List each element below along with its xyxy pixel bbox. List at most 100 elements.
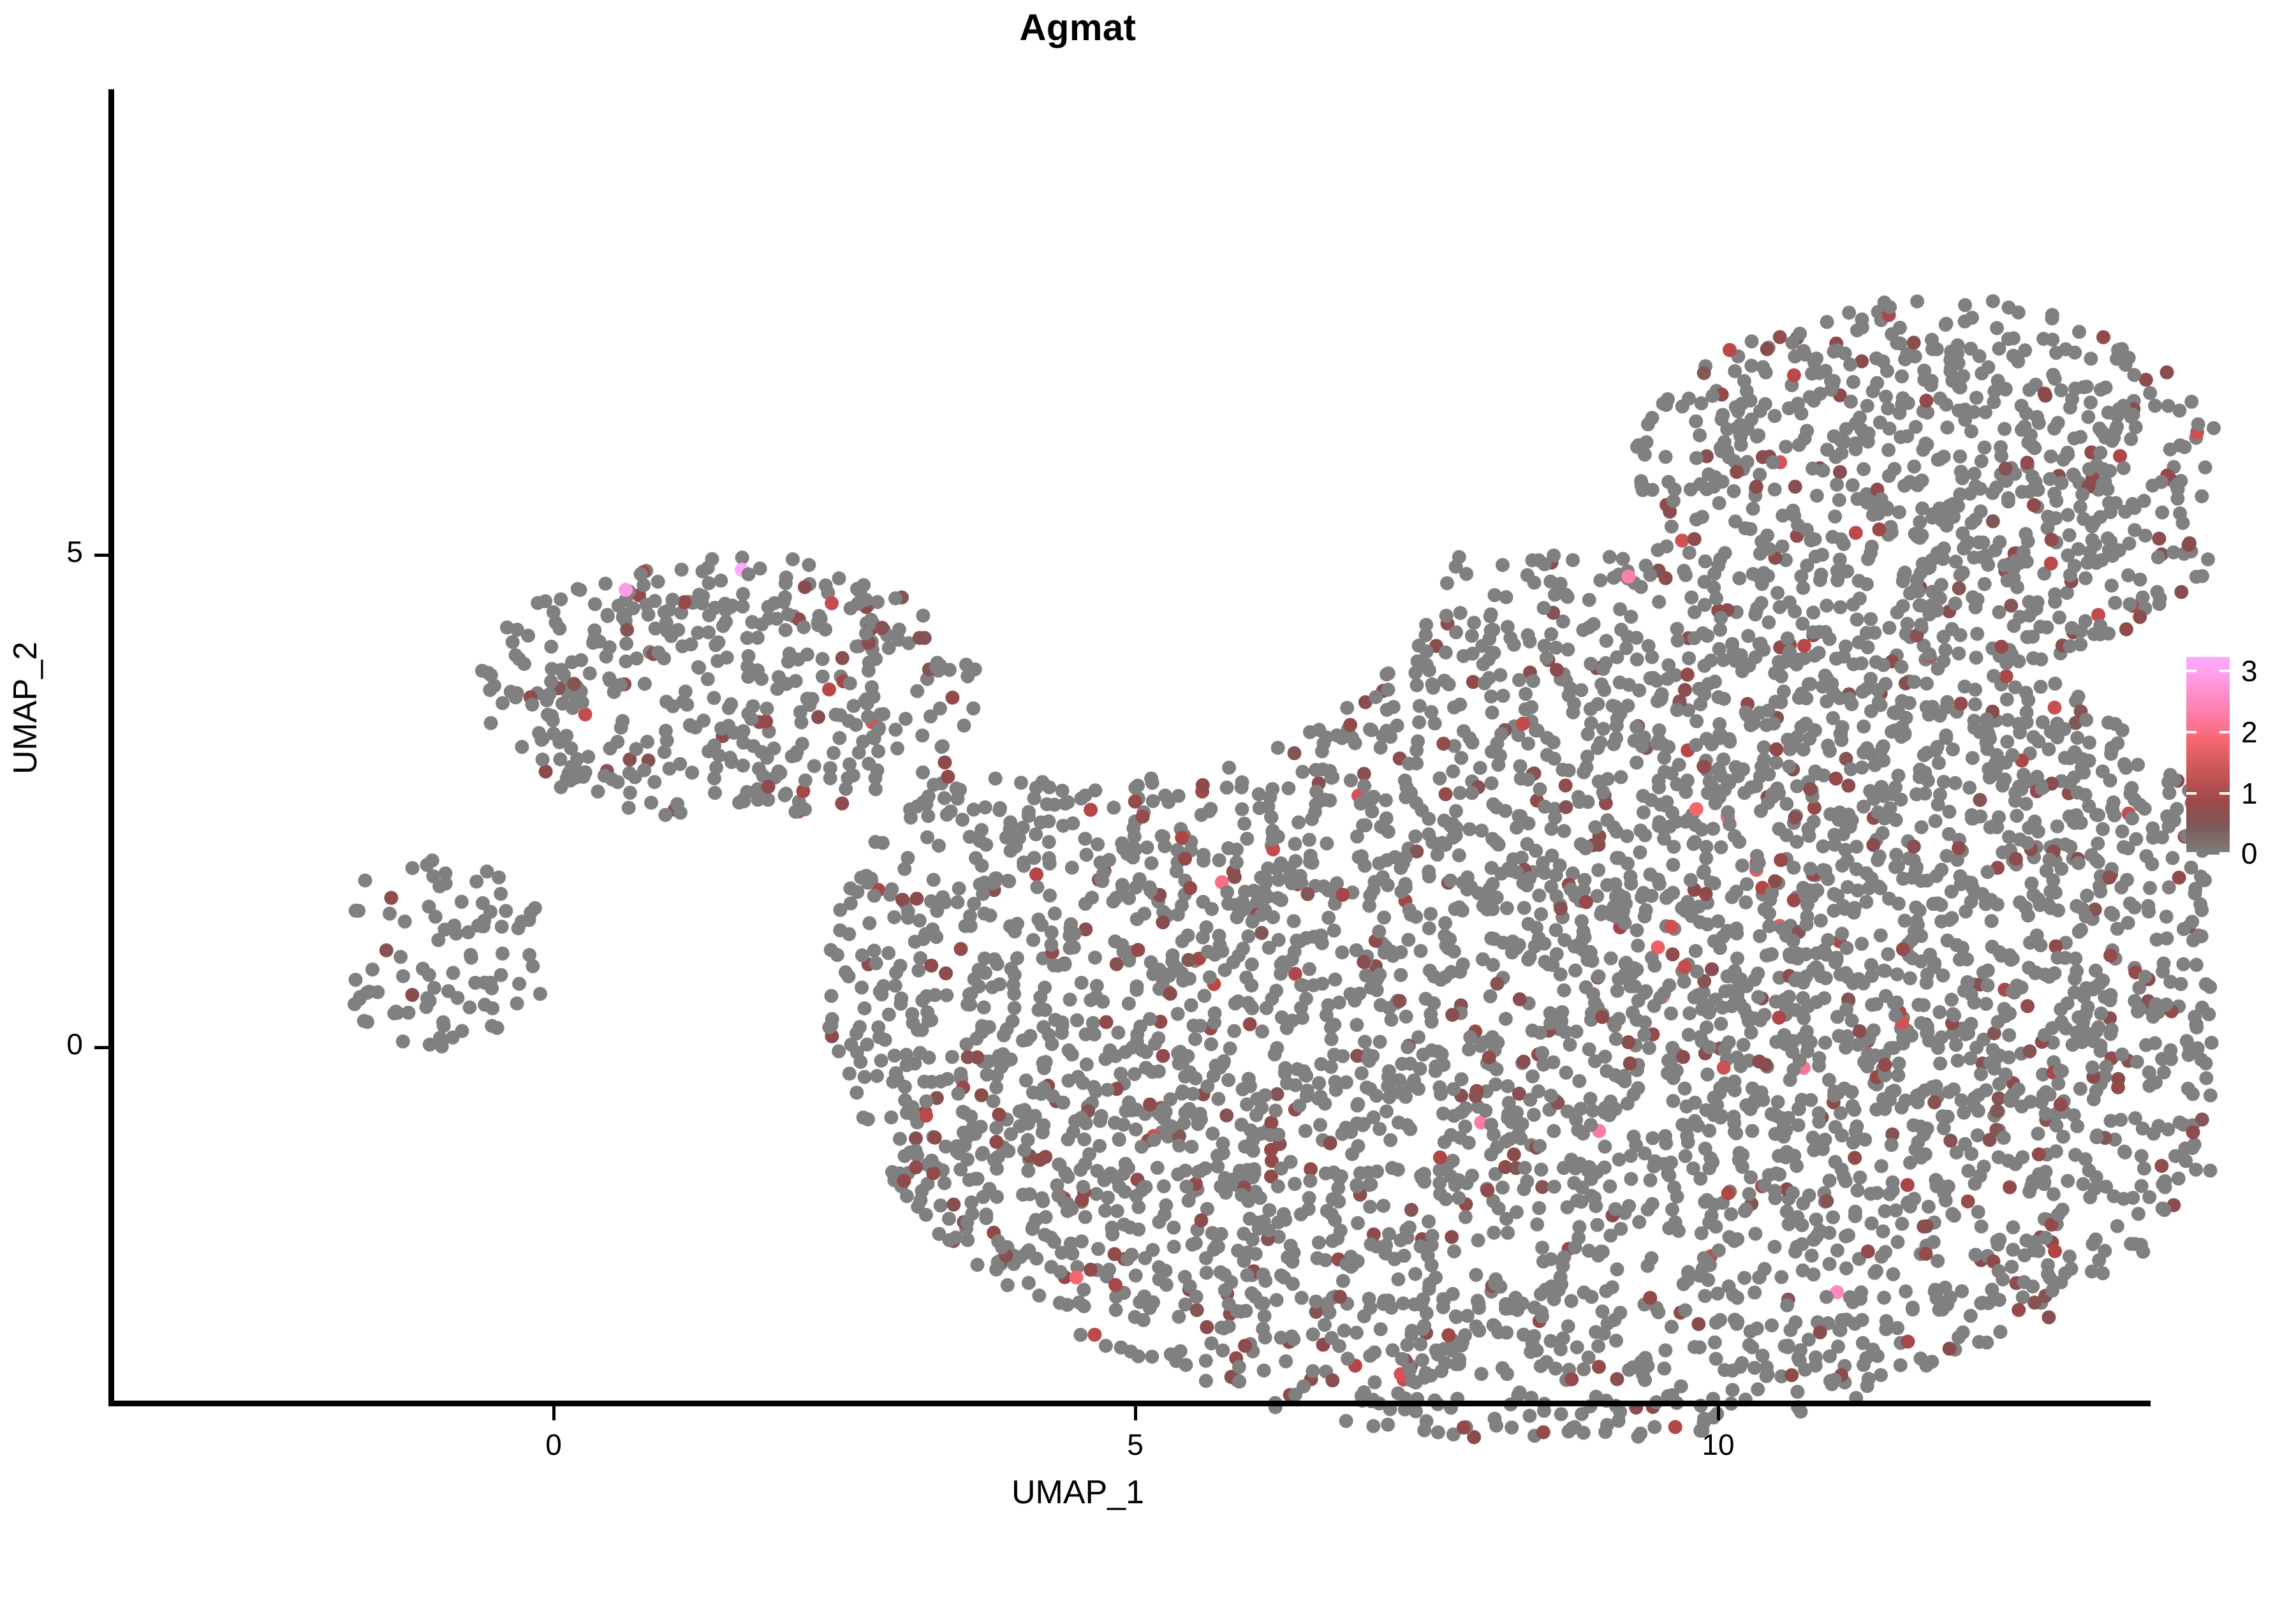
scatter-point: [2096, 822, 2110, 836]
scatter-point: [2048, 594, 2063, 609]
scatter-point: [1369, 983, 1384, 998]
scatter-point: [2134, 1179, 2149, 1193]
scatter-point: [1855, 312, 1869, 327]
scatter-point: [1281, 781, 1296, 795]
scatter-point: [1074, 1234, 1089, 1249]
scatter-point: [1851, 635, 1866, 650]
scatter-point: [1256, 1363, 1271, 1378]
scatter-point: [1849, 862, 1864, 876]
scatter-point: [1915, 501, 1929, 516]
scatter-point: [1448, 559, 1463, 574]
scatter-point: [1357, 779, 1372, 793]
scatter-point: [1610, 983, 1624, 998]
scatter-point: [1658, 1343, 1673, 1358]
scatter-point: [897, 1174, 911, 1188]
scatter-point: [1839, 422, 1853, 436]
scatter-point: [1584, 1013, 1598, 1027]
scatter-point: [1785, 335, 1800, 350]
scatter-point: [2089, 1170, 2103, 1184]
scatter-point: [1482, 881, 1497, 896]
scatter-point: [2137, 802, 2152, 816]
scatter-point: [1888, 813, 1903, 827]
scatter-point: [2042, 852, 2057, 867]
scatter-point: [870, 1069, 885, 1083]
scatter-point: [1328, 1082, 1343, 1097]
scatter-point: [1680, 1119, 1695, 1133]
scatter-point: [1505, 1420, 1519, 1435]
scatter-point: [1839, 1313, 1853, 1327]
scatter-point: [1066, 816, 1080, 830]
scatter-point: [2160, 809, 2175, 823]
scatter-point: [1693, 1172, 1708, 1186]
scatter-point: [1936, 968, 1950, 983]
scatter-point: [578, 707, 592, 722]
scatter-point: [1744, 1025, 1758, 1040]
scatter-point: [1443, 873, 1458, 888]
scatter-point: [890, 741, 904, 756]
scatter-point: [1683, 482, 1698, 497]
scatter-point: [1456, 1420, 1471, 1435]
scatter-point: [2020, 455, 2035, 470]
scatter-point: [1838, 639, 1853, 654]
scatter-point: [1357, 1309, 1371, 1323]
scatter-point: [1159, 1278, 1174, 1292]
scatter-point: [1445, 1343, 1459, 1358]
scatter-point: [2040, 620, 2054, 635]
scatter-point: [1484, 860, 1499, 875]
scatter-point: [823, 761, 837, 776]
scatter-point: [1314, 1057, 1328, 1071]
scatter-point: [1929, 1173, 1943, 1187]
scatter-point: [1907, 459, 1922, 474]
scatter-point: [1017, 855, 1031, 870]
scatter-point: [1198, 1374, 1213, 1388]
scatter-point: [1774, 1369, 1789, 1383]
scatter-point: [1878, 964, 1892, 978]
scatter-point: [1689, 964, 1704, 979]
scatter-point: [1005, 1014, 1020, 1028]
scatter-point: [534, 733, 549, 747]
scatter-point: [1483, 989, 1498, 1004]
scatter-point: [1073, 1163, 1088, 1177]
scatter-point: [1298, 1068, 1313, 1082]
scatter-point: [937, 1176, 952, 1191]
scatter-point: [2121, 351, 2136, 365]
scatter-point: [1422, 1281, 1436, 1296]
scatter-point: [546, 605, 561, 619]
scatter-point: [1390, 718, 1404, 733]
scatter-point: [1717, 691, 1732, 706]
scatter-point: [2089, 458, 2104, 473]
scatter-point: [1151, 1031, 1166, 1045]
scatter-point: [1292, 1098, 1307, 1113]
scatter-point: [2094, 1006, 2108, 1020]
scatter-point: [2019, 705, 2034, 720]
scatter-point: [1571, 1230, 1586, 1245]
scatter-point: [1969, 651, 1983, 665]
scatter-point: [1704, 875, 1718, 890]
scatter-point: [778, 576, 793, 591]
scatter-point: [1540, 747, 1554, 762]
scatter-point: [1955, 565, 1970, 580]
scatter-point: [1487, 588, 1502, 603]
scatter-point: [2042, 1310, 2056, 1325]
scatter-point: [1874, 1368, 1888, 1382]
scatter-point: [1547, 1124, 1561, 1138]
scatter-point: [1666, 494, 1681, 508]
scatter-point: [2096, 476, 2110, 491]
scatter-point: [1077, 1132, 1092, 1147]
scatter-point: [889, 966, 903, 980]
scatter-point: [1608, 1102, 1623, 1116]
scatter-point: [1827, 837, 1842, 852]
scatter-point: [1445, 1008, 1460, 1022]
scatter-point: [1753, 1270, 1767, 1285]
scatter-point: [1548, 587, 1562, 602]
scatter-point: [1258, 872, 1273, 887]
scatter-point: [1200, 1202, 1214, 1216]
scatter-point: [1480, 1183, 1495, 1198]
plot-panel[interactable]: [112, 89, 2221, 1445]
scatter-point: [1779, 1150, 1793, 1165]
scatter-point: [859, 692, 874, 707]
scatter-point: [1939, 519, 1954, 533]
scatter-point: [483, 682, 497, 697]
scatter-point: [1369, 690, 1383, 704]
scatter-point: [953, 1162, 968, 1177]
